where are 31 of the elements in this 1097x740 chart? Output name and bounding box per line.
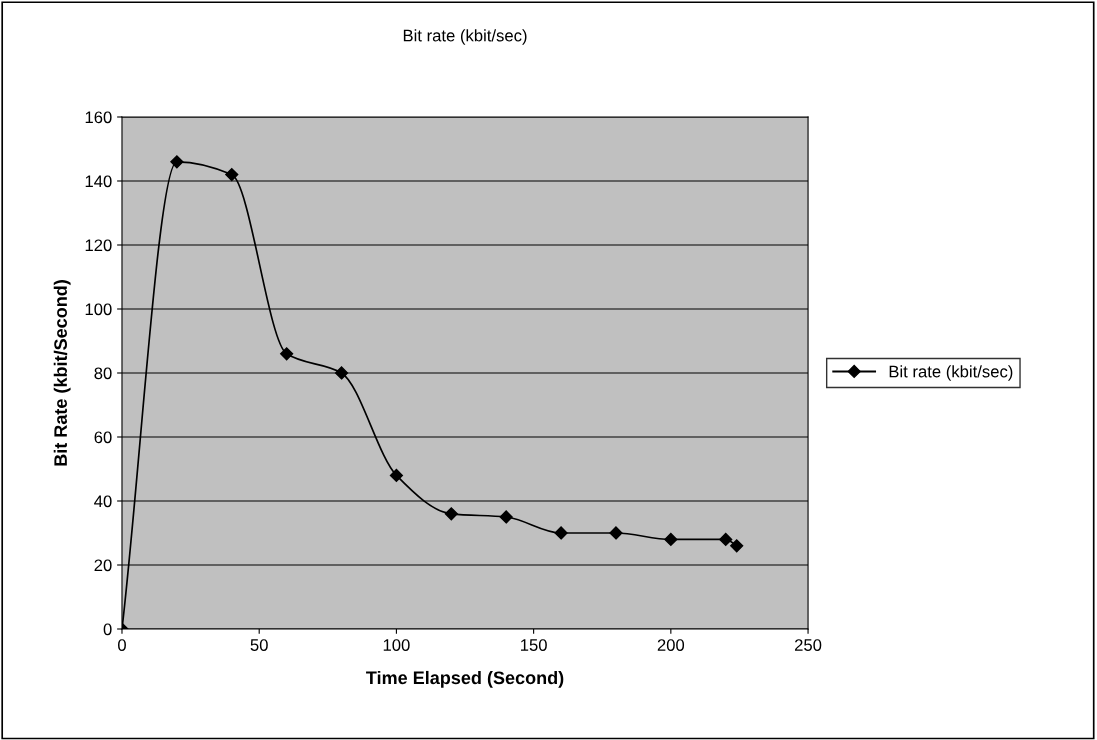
x-tick-label: 150 (520, 639, 547, 651)
y-tick-label: 80 (94, 367, 112, 380)
x-tick-label: 0 (118, 639, 126, 651)
y-axis-title: Bit Rate (kbit/Second) (53, 280, 71, 466)
y-tick-label: 160 (85, 111, 112, 124)
y-tick-label: 100 (85, 303, 112, 316)
point (719, 532, 733, 546)
x-tick-label: 50 (250, 639, 268, 651)
y-tick-label: 20 (94, 559, 112, 572)
point (609, 526, 623, 540)
x-tick-label: 250 (794, 639, 822, 651)
x-axis-title: Time Elapsed (Second) (366, 670, 564, 688)
point (389, 468, 404, 482)
y-tick-label: 40 (94, 495, 112, 508)
point (334, 366, 349, 380)
x-tick-label: 200 (657, 639, 685, 651)
point (730, 539, 744, 553)
y-tick-label: 60 (94, 431, 112, 444)
chart-title: Bit rate (kbit/sec) (403, 29, 527, 45)
y-tick-label: 120 (85, 239, 112, 252)
legend-label: Bit rate (kbit/sec) (889, 365, 1013, 381)
y-tick-label: 0 (103, 623, 112, 636)
point (444, 507, 458, 521)
y-tick-label: 140 (85, 175, 112, 188)
point (280, 347, 294, 361)
point (554, 526, 568, 540)
x-tick-label: 100 (383, 639, 410, 651)
point (664, 532, 678, 546)
point (499, 510, 513, 524)
point (225, 168, 239, 182)
point (170, 155, 184, 169)
